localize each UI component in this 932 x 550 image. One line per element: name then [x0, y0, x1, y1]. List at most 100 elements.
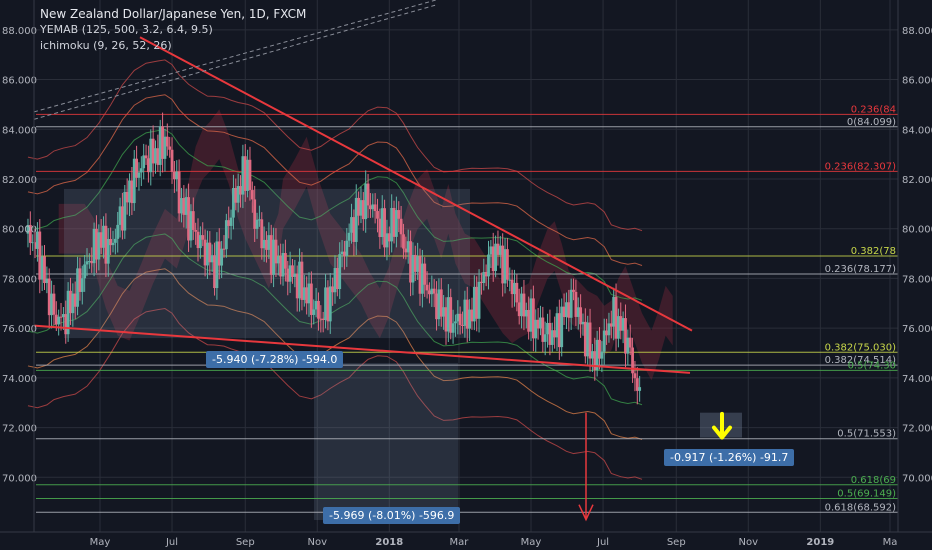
- fib-level-label: 0.618(68.592): [825, 502, 897, 513]
- measure-tag-2[interactable]: -5.969 (-8.01%) -596.9: [323, 507, 461, 524]
- candle-body: [626, 337, 630, 354]
- candle-body: [227, 220, 231, 226]
- x-tick-label: Jul: [596, 537, 609, 548]
- measure-tag-1[interactable]: -5.940 (-7.28%) -594.0: [206, 351, 344, 368]
- candle-body: [621, 318, 625, 331]
- candle-body: [102, 225, 105, 248]
- candle-body: [239, 186, 242, 195]
- candle-body: [581, 321, 585, 325]
- candle-body: [321, 318, 325, 320]
- fib-level-label: 0(84.099): [847, 117, 896, 128]
- candle-body: [333, 268, 337, 293]
- candle-body: [43, 256, 46, 284]
- candle-body: [373, 204, 377, 212]
- candle-body: [354, 197, 358, 242]
- y-tick-label-left: 78.000: [2, 274, 37, 285]
- trendlines: [33, 0, 693, 374]
- candle-body: [198, 235, 202, 249]
- candle-body: [472, 286, 476, 322]
- candle-body: [69, 290, 72, 314]
- candle-body: [465, 299, 469, 329]
- candle-body: [539, 317, 542, 329]
- candle-body: [402, 234, 405, 249]
- candle-body: [475, 286, 479, 319]
- candle-body: [142, 155, 146, 169]
- fib-level-label: 0.382(78: [851, 246, 896, 257]
- candle-body: [83, 264, 87, 279]
- candle-body: [376, 211, 379, 219]
- candle-body: [28, 224, 32, 243]
- candle-body: [206, 242, 209, 266]
- candle-body: [409, 241, 412, 283]
- candle-body: [567, 302, 571, 318]
- candle-body: [151, 138, 155, 164]
- candle-body: [47, 278, 51, 316]
- candle-body: [454, 321, 457, 324]
- candle-body: [286, 268, 290, 282]
- candle-body: [609, 323, 613, 327]
- candle-body: [87, 261, 91, 263]
- candle-body: [177, 171, 181, 214]
- candle-body: [99, 232, 103, 248]
- x-tick-label: Sep: [667, 537, 686, 548]
- candle-body: [97, 232, 101, 260]
- yemab-band-line: [27, 233, 643, 406]
- candle-body: [104, 225, 108, 264]
- candle-body: [560, 306, 564, 348]
- candle-body: [510, 279, 514, 295]
- candle-body: [288, 265, 292, 282]
- measure-tag-3[interactable]: -0.917 (-1.26%) -91.7: [664, 449, 795, 466]
- candle-body: [565, 302, 568, 318]
- candle-body: [369, 205, 372, 210]
- fib-level-label: 0.5(71.553): [837, 429, 896, 440]
- fib-level-label: 0.618(69: [851, 475, 896, 486]
- candle-body: [66, 290, 70, 335]
- fib-level-label: 0.5(69.149): [837, 488, 896, 499]
- red-down-arrow-head: [578, 504, 594, 522]
- candle-body: [423, 263, 427, 285]
- candle-body: [383, 208, 386, 248]
- candle-body: [350, 217, 353, 233]
- candle-body: [513, 282, 516, 295]
- candle-body: [359, 200, 363, 216]
- candle-body: [420, 263, 424, 294]
- candle-body: [274, 239, 278, 264]
- candle-body: [347, 232, 351, 241]
- candle-body: [265, 239, 268, 250]
- fib-level-label: 0.236(84: [851, 104, 896, 115]
- candle-body: [605, 330, 608, 336]
- candle-body: [194, 229, 198, 232]
- candle-body: [57, 316, 61, 325]
- candle-body: [591, 351, 594, 359]
- candle-body: [118, 206, 122, 225]
- candle-body: [487, 254, 490, 277]
- candle-body: [64, 314, 68, 335]
- candle-body: [572, 289, 575, 292]
- x-tick-label: Sep: [236, 537, 255, 548]
- candle-body: [123, 191, 127, 231]
- candle-body: [624, 318, 627, 354]
- candle-body: [45, 278, 49, 284]
- candle-body: [494, 243, 497, 272]
- candle-body: [458, 313, 462, 325]
- candle-body: [170, 149, 174, 172]
- candle-body: [147, 158, 150, 173]
- candle-body: [203, 239, 207, 266]
- y-tick-label-left: 82.000: [2, 175, 37, 186]
- fib-level-label: 0.236(82.307): [825, 161, 897, 172]
- candle-body: [432, 288, 436, 294]
- candle-body: [489, 246, 493, 255]
- candle-body: [515, 282, 519, 303]
- candle-body: [187, 197, 190, 241]
- indicator-ichimoku-label: ichimoku (9, 26, 52, 26): [40, 39, 172, 52]
- candle-body: [361, 200, 365, 220]
- candle-body: [425, 284, 429, 291]
- candle-body: [52, 293, 56, 315]
- candle-body: [92, 228, 96, 264]
- chart-legend: New Zealand Dollar/Japanese Yen, 1D, FXC…: [40, 6, 306, 54]
- candle-body: [371, 204, 375, 210]
- candle-body: [531, 298, 535, 339]
- candle-body: [569, 289, 573, 318]
